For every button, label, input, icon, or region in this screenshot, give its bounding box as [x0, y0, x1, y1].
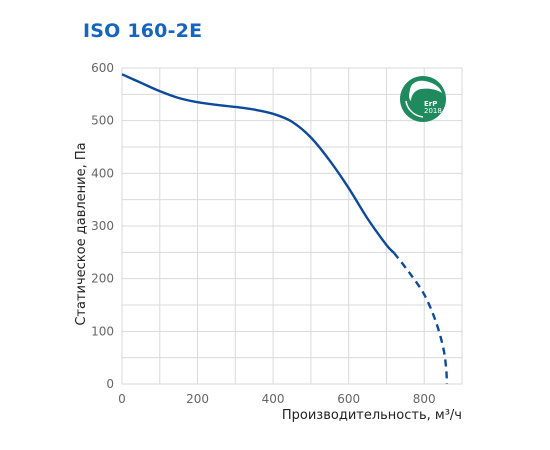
x-tick-label: 600	[337, 392, 360, 406]
erp-leaf-icon	[409, 80, 442, 101]
y-tick-label: 400	[91, 166, 114, 180]
y-tick-label: 500	[91, 114, 114, 128]
y-tick-label: 100	[91, 324, 114, 338]
y-axis-ticks: 0 100 200 300 400 500 600	[91, 61, 114, 391]
chart-axes	[121, 67, 463, 385]
performance-curve-dashed	[393, 252, 449, 385]
y-axis-label: Статическое давление, Па	[74, 142, 89, 325]
erp-badge-label: ErP	[424, 100, 437, 108]
y-tick-label: 600	[91, 61, 114, 75]
performance-curve-solid	[121, 73, 395, 254]
x-axis-label: Производительность, м³/ч	[282, 408, 462, 423]
x-tick-label: 200	[186, 392, 209, 406]
erp-badge-year: 2018	[424, 107, 442, 115]
page-title: ISO 160-2E	[83, 20, 203, 42]
plot-frame	[121, 67, 463, 385]
y-tick-label: 200	[91, 272, 114, 286]
x-tick-label: 0	[118, 392, 126, 406]
y-tick-label: 0	[106, 377, 114, 391]
x-tick-label: 400	[262, 392, 285, 406]
x-axis-ticks: 0 200 400 600 800	[118, 392, 435, 406]
erp-badge: ErP 2018	[400, 76, 446, 122]
erp-swoosh-icon	[405, 100, 424, 118]
x-tick-label: 800	[413, 392, 436, 406]
chart-series	[121, 73, 449, 385]
y-tick-label: 300	[91, 219, 114, 233]
